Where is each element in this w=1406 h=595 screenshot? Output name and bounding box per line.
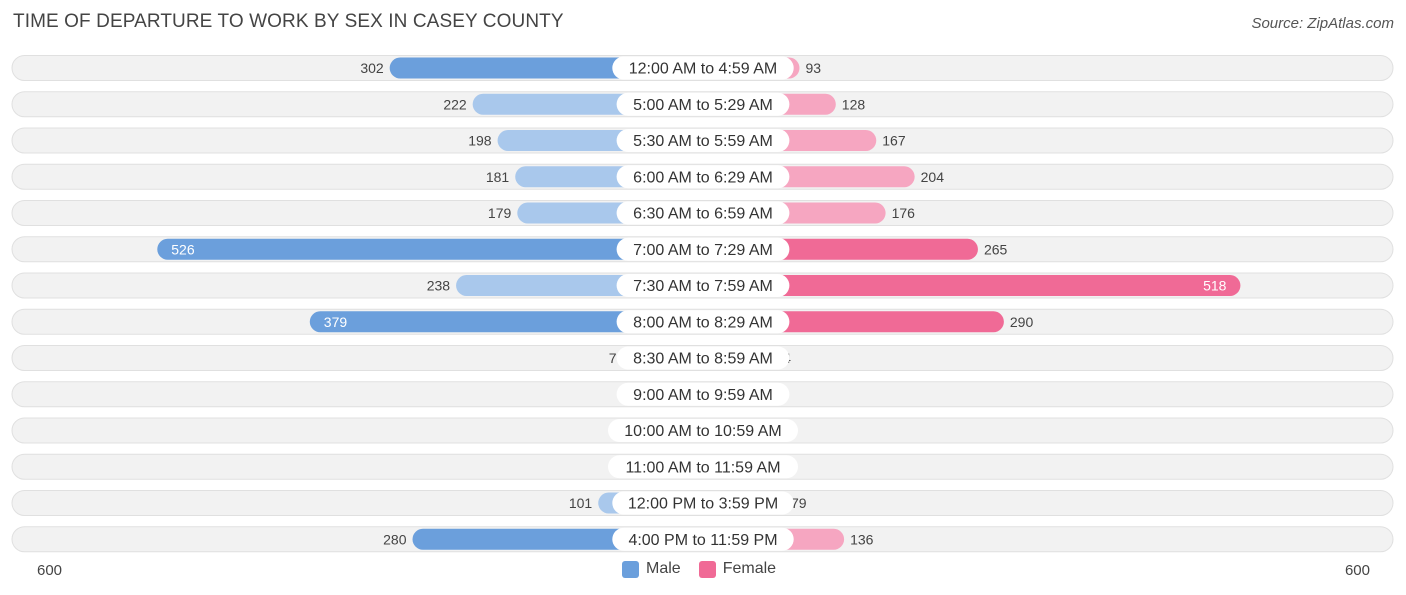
row-14-category-label: 4:00 PM to 11:59 PM — [628, 532, 777, 549]
row-7-label-pill — [616, 274, 790, 297]
source-credit: Source: ZipAtlas.com — [1251, 15, 1394, 32]
axis-label-left: 600 — [37, 562, 63, 579]
row-2-female-value: 128 — [842, 96, 866, 112]
legend-label-female: Female — [722, 560, 777, 577]
row-6-male-value: 526 — [171, 241, 195, 257]
row-2-label-pill — [616, 92, 790, 116]
row-2-male-value: 222 — [443, 96, 467, 112]
row-10-label-pill — [616, 382, 790, 406]
row-12-category-label: 11:00 AM to 11:59 AM — [625, 459, 780, 476]
legend: Male Female — [622, 560, 794, 578]
row-7-female-bar — [691, 275, 1241, 296]
legend-swatch-female — [698, 560, 716, 578]
row-8-label-pill — [616, 310, 790, 334]
row-1-label-pill — [612, 56, 794, 80]
chart-title: TIME OF DEPARTURE TO WORK BY SEX IN CASE… — [13, 11, 564, 32]
row-6-male-bar — [157, 238, 715, 260]
row-5-male-value: 179 — [488, 205, 512, 221]
row-5-category-label: 6:30 AM to 6:59 AM — [633, 206, 773, 223]
row-7-male-value: 238 — [427, 278, 451, 294]
row-4-label-pill — [616, 165, 790, 189]
row-3-category-label: 5:30 AM to 5:59 AM — [633, 133, 773, 150]
legend-swatch-male — [622, 560, 639, 578]
legend-label-male: Male — [646, 560, 681, 577]
row-14-label-pill — [612, 527, 794, 551]
row-14-female-value: 136 — [850, 531, 874, 547]
row-8-male-bar — [309, 311, 715, 333]
row-4-male-value: 181 — [486, 169, 510, 185]
row-1-category-label: 12:00 AM to 4:59 AM — [629, 61, 778, 78]
axis-label-right: 600 — [1344, 562, 1370, 579]
row-10-category-label: 9:00 AM to 9:59 AM — [633, 387, 773, 404]
row-13-category-label: 12:00 PM to 3:59 PM — [628, 496, 778, 513]
row-3-label-pill — [616, 129, 790, 152]
row-11-label-pill — [608, 419, 798, 442]
row-8-category-label: 8:00 AM to 8:29 AM — [633, 314, 773, 331]
row-8-female-value: 290 — [1010, 314, 1034, 330]
row-5-label-pill — [616, 201, 790, 225]
row-11-category-label: 10:00 AM to 10:59 AM — [624, 423, 781, 440]
row-9-category-label: 8:30 AM to 8:59 AM — [633, 351, 773, 368]
row-6-category-label: 7:00 AM to 7:29 AM — [633, 242, 773, 259]
row-1-female-value: 93 — [805, 60, 821, 76]
row-7-female-value: 518 — [1203, 278, 1227, 294]
row-1-male-value: 302 — [360, 60, 384, 76]
row-13-male-value: 101 — [569, 495, 593, 511]
row-8-male-value: 379 — [324, 314, 348, 330]
row-5-female-value: 176 — [892, 205, 916, 221]
row-7-category-label: 7:30 AM to 7:59 AM — [633, 278, 773, 295]
row-4-female-value: 204 — [921, 169, 945, 185]
row-3-female-value: 167 — [882, 133, 906, 149]
row-13-label-pill — [612, 491, 794, 515]
row-3-male-value: 198 — [468, 133, 492, 149]
row-4-category-label: 6:00 AM to 6:29 AM — [633, 169, 773, 186]
row-14-male-value: 280 — [383, 531, 407, 547]
row-6-female-value: 265 — [984, 241, 1008, 257]
legend-item-male: Male — [622, 560, 681, 578]
legend-item-female: Female — [698, 560, 777, 578]
row-12-label-pill — [608, 455, 798, 479]
row-9-label-pill — [616, 346, 790, 370]
row-13-female-value: 79 — [791, 495, 807, 511]
row-2-category-label: 5:00 AM to 5:29 AM — [633, 97, 773, 114]
row-6-label-pill — [616, 237, 790, 261]
